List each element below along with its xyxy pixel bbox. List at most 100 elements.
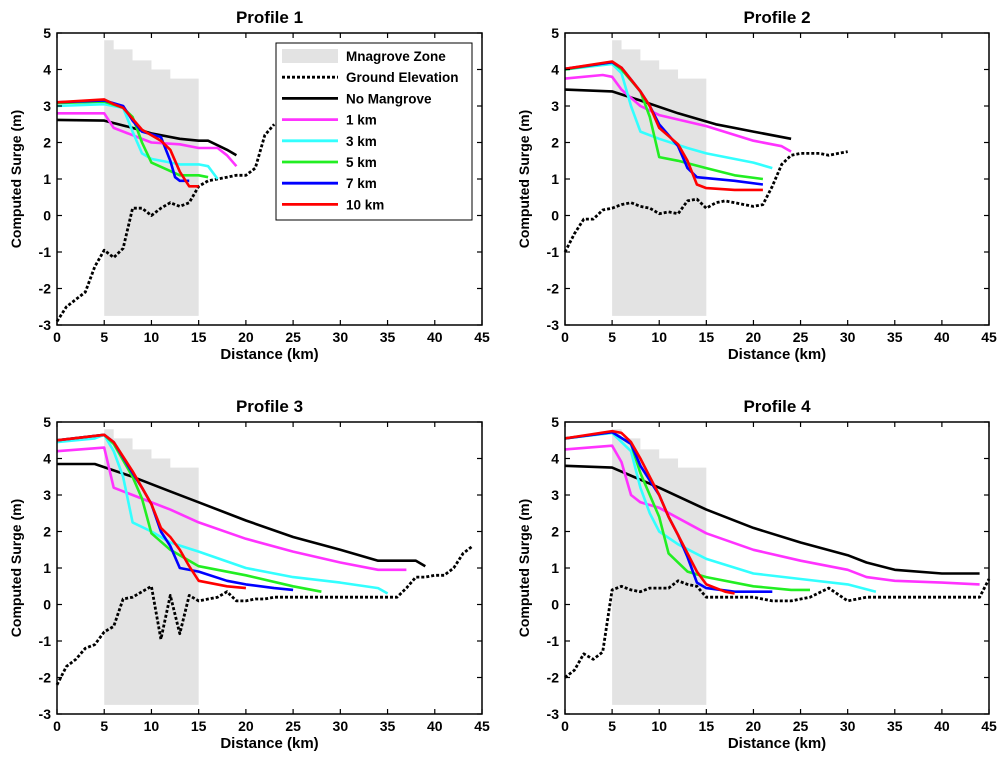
y-tick-label: 4 [551, 451, 559, 467]
y-tick-label: 5 [43, 414, 51, 430]
series-line-none [57, 462, 426, 568]
y-tick-label: -3 [547, 317, 560, 333]
panel-title: Profile 2 [743, 8, 810, 27]
y-tick-label: 5 [551, 25, 559, 41]
series-line-km10 [56, 433, 247, 590]
series-line-km1 [564, 444, 980, 586]
x-tick-label: 35 [887, 329, 903, 345]
y-tick-label: -1 [547, 244, 560, 260]
series-line-none [564, 88, 792, 141]
mangrove-zone-area [612, 40, 707, 316]
series-line-km3 [564, 431, 877, 593]
x-tick-label: 45 [474, 329, 490, 345]
x-axis-label: Distance (km) [220, 346, 318, 363]
x-axis-label: Distance (km) [728, 346, 826, 363]
y-tick-label: -1 [547, 633, 560, 649]
x-tick-label: 5 [608, 329, 616, 345]
x-tick-label: 0 [53, 718, 61, 734]
x-tick-label: 25 [793, 329, 809, 345]
y-tick-label: 3 [551, 98, 559, 114]
x-tick-label: 40 [934, 718, 950, 734]
x-tick-label: 20 [238, 329, 254, 345]
x-tick-label: 5 [608, 718, 616, 734]
series-line-km10 [56, 98, 199, 188]
series-line-km3 [564, 62, 773, 170]
y-tick-label: 2 [551, 524, 559, 540]
x-tick-label: 35 [380, 329, 396, 345]
panel-title: Profile 4 [743, 397, 811, 416]
panel-title: Profile 1 [236, 8, 303, 27]
legend-label-km10: 10 km [346, 197, 384, 212]
legend-box [275, 42, 473, 221]
y-tick-label: -2 [547, 281, 560, 297]
y-tick-label: 0 [551, 208, 559, 224]
y-tick-label: 0 [43, 208, 51, 224]
y-tick-label: -1 [39, 244, 52, 260]
y-tick-label: 2 [551, 135, 559, 151]
y-axis-label: Computed Surge (m) [8, 499, 24, 637]
y-tick-label: 2 [43, 524, 51, 540]
mangrove-zone-area [104, 40, 199, 316]
x-tick-label: 30 [333, 718, 349, 734]
x-tick-label: 5 [100, 718, 108, 734]
x-tick-label: 30 [333, 329, 349, 345]
x-tick-label: 10 [144, 718, 160, 734]
x-tick-label: 25 [285, 718, 301, 734]
x-tick-label: 40 [427, 329, 443, 345]
series-line-none [56, 118, 238, 157]
series-line-km1 [57, 112, 238, 168]
x-tick-label: 45 [981, 329, 997, 345]
x-tick-label: 45 [981, 718, 997, 734]
legend-label-none: No Mangrove [346, 91, 432, 106]
y-tick-label: -1 [39, 633, 52, 649]
y-tick-label: 0 [43, 597, 51, 613]
legend-label-ground: Ground Elevation [346, 70, 459, 85]
y-axis-label: Computed Surge (m) [8, 110, 24, 248]
legend-label-km1: 1 km [346, 113, 377, 128]
y-tick-label: 1 [43, 171, 51, 187]
y-tick-label: 5 [43, 25, 51, 41]
y-tick-label: -2 [39, 281, 52, 297]
y-tick-label: 4 [43, 451, 51, 467]
x-tick-label: 20 [238, 718, 254, 734]
y-tick-label: 3 [43, 487, 51, 503]
y-tick-label: 5 [551, 414, 559, 430]
series-line-km10 [564, 60, 763, 192]
x-tick-label: 15 [191, 329, 207, 345]
y-tick-label: 4 [43, 62, 51, 78]
x-tick-label: 0 [53, 329, 61, 345]
x-tick-label: 10 [651, 718, 667, 734]
y-tick-label: 4 [551, 62, 559, 78]
x-tick-label: 15 [191, 718, 207, 734]
series-line-km10 [564, 429, 735, 595]
x-tick-label: 30 [840, 329, 856, 345]
x-tick-label: 20 [746, 329, 762, 345]
x-tick-label: 35 [887, 718, 903, 734]
series-line-ground [563, 150, 848, 253]
x-axis-label: Distance (km) [728, 735, 826, 752]
legend-label-km5: 5 km [346, 155, 377, 170]
series-line-km1 [56, 446, 407, 572]
x-tick-label: 20 [746, 718, 762, 734]
y-tick-label: -2 [547, 670, 560, 686]
y-tick-label: -3 [39, 706, 52, 722]
legend-label-km3: 3 km [346, 134, 377, 149]
x-tick-label: 40 [934, 329, 950, 345]
x-tick-label: 25 [285, 329, 301, 345]
y-tick-label: 1 [551, 560, 559, 576]
y-tick-label: 1 [551, 171, 559, 187]
y-tick-label: 0 [551, 597, 559, 613]
y-tick-label: 3 [551, 487, 559, 503]
x-axis-label: Distance (km) [220, 735, 318, 752]
legend-swatch-mangrove [282, 49, 338, 63]
y-axis-label: Computed Surge (m) [516, 110, 532, 248]
series-line-ground [564, 578, 991, 679]
x-tick-label: 0 [561, 329, 569, 345]
x-tick-label: 15 [699, 718, 715, 734]
x-tick-label: 25 [793, 718, 809, 734]
panel-title: Profile 3 [236, 397, 303, 416]
series-line-km1 [564, 73, 792, 153]
x-tick-label: 30 [840, 718, 856, 734]
legend: Mnagrove Zone Ground Elevation No Mangrove… [275, 42, 473, 221]
